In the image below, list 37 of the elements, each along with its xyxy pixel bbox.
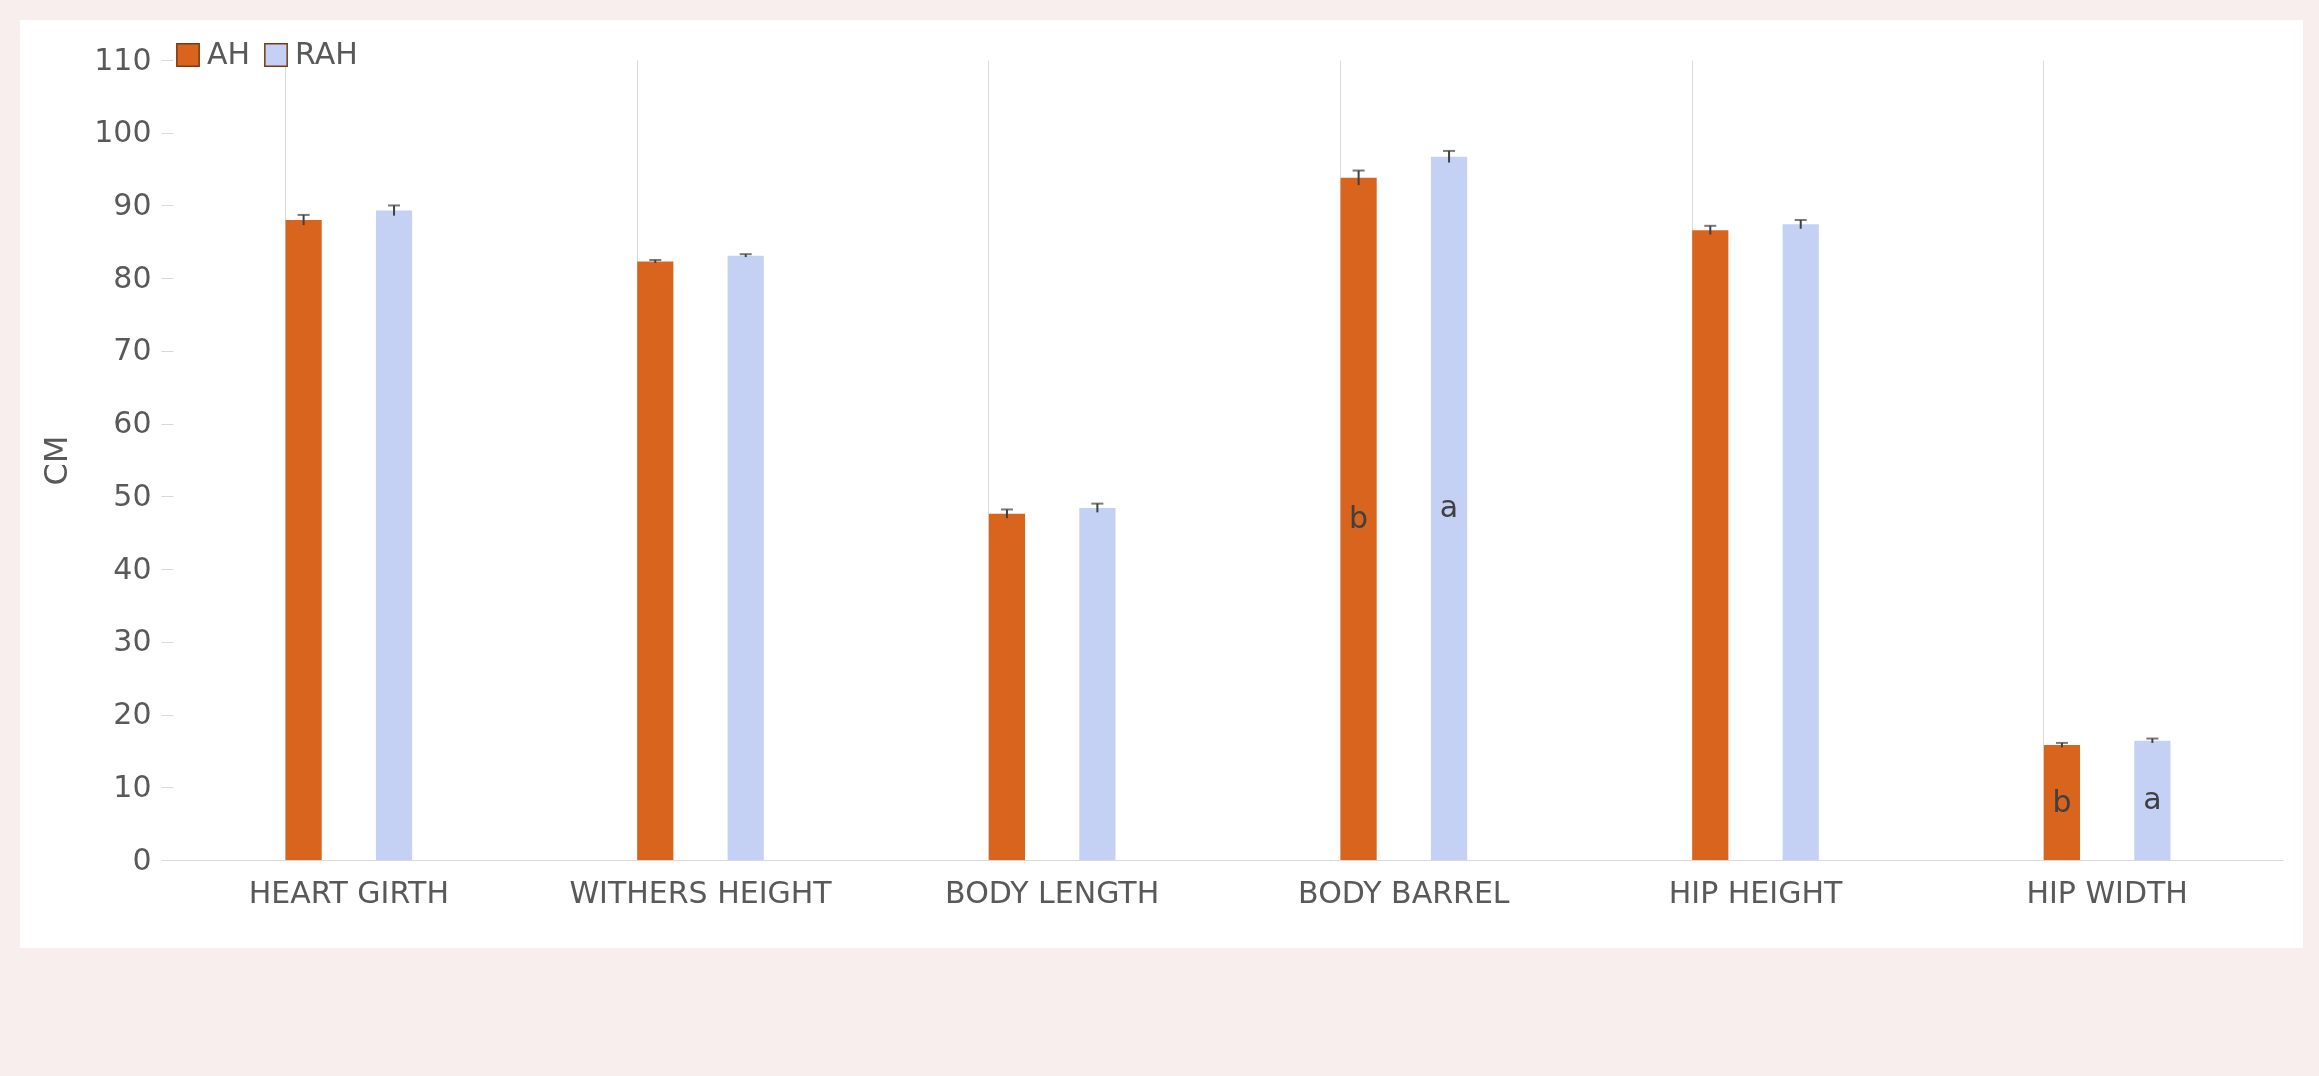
y-tick-label: 0: [132, 841, 152, 877]
y-tick-label: 50: [113, 477, 152, 513]
bar: [1079, 508, 1116, 860]
bar: [988, 513, 1026, 860]
data-label: b: [2052, 783, 2072, 819]
y-tick-label: 70: [113, 332, 152, 368]
bar: [2134, 740, 2171, 860]
bar: [1340, 177, 1377, 860]
data-label: a: [2143, 781, 2162, 817]
y-tick-label: 10: [113, 768, 152, 804]
x-tick-label: BODY LENGTH: [945, 874, 1160, 910]
bar: [637, 261, 674, 860]
y-tick-label: 100: [94, 114, 152, 150]
y-tick-label: 20: [113, 696, 152, 732]
bar: [1430, 156, 1468, 860]
y-tick-label: 90: [113, 186, 152, 222]
y-tick-label: 80: [113, 259, 152, 295]
x-tick-label: WITHERS HEIGHT: [569, 874, 833, 910]
bar: [2043, 745, 2081, 860]
y-tick-label: 110: [94, 41, 152, 77]
bar: [727, 255, 764, 860]
bar: [1782, 224, 1819, 860]
legend-label: RAH: [295, 36, 358, 71]
x-tick-label: HEART GIRTH: [248, 874, 449, 910]
x-tick-label: HIP HEIGHT: [1668, 874, 1843, 910]
x-tick-label: HIP WIDTH: [2026, 874, 2188, 910]
y-tick-label: 60: [113, 405, 152, 441]
data-label: a: [1439, 489, 1459, 525]
y-tick-label: 40: [113, 550, 152, 586]
y-tick-label: 30: [113, 623, 152, 659]
bar: [1692, 230, 1729, 860]
legend-label: AH: [207, 36, 251, 71]
y-axis-title: CM: [37, 435, 76, 486]
bar: [285, 220, 322, 860]
bar: [375, 210, 413, 860]
data-label: b: [1349, 499, 1369, 535]
x-tick-label: BODY BARREL: [1298, 874, 1510, 910]
